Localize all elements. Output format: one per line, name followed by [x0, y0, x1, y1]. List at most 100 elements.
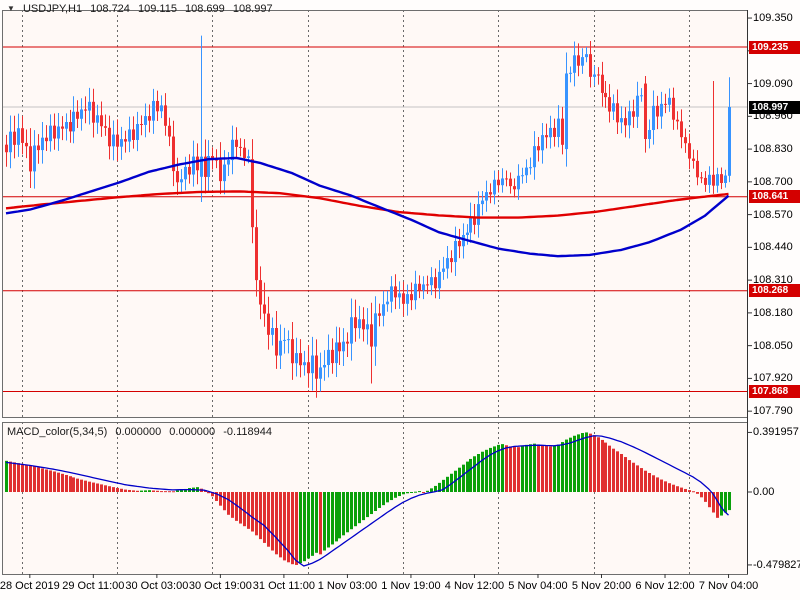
candle-body [438, 271, 441, 289]
macd-bar [418, 491, 421, 493]
candle-body [9, 131, 12, 153]
candle-body [235, 139, 238, 147]
candle-body [263, 304, 266, 314]
candle-body [704, 177, 707, 185]
macd-bar [307, 492, 310, 559]
candle-body [533, 146, 536, 168]
macd-bar [601, 439, 604, 492]
candle-body [156, 100, 159, 112]
macd-bar [263, 492, 266, 543]
candle-body [80, 109, 83, 119]
macd-bar [335, 492, 338, 542]
candle-body [378, 313, 381, 316]
candle-body [65, 122, 68, 129]
macd-bar [501, 444, 504, 492]
macd-bar [319, 492, 322, 555]
candle-body [160, 105, 163, 112]
quote-high: 109.115 [137, 3, 177, 15]
candle-body [636, 95, 639, 117]
candle-body [370, 324, 373, 347]
candle-body [426, 284, 429, 286]
candle-body [485, 192, 488, 201]
candle-body [640, 95, 643, 97]
candle-body [462, 234, 465, 247]
candle-body [672, 97, 675, 120]
macd-bar [386, 492, 389, 503]
candle-body [565, 73, 568, 150]
candle-body [100, 115, 103, 127]
quote-close: 108.997 [232, 3, 273, 15]
macd-bar [549, 446, 552, 492]
candle-body [184, 166, 187, 180]
macd-bar [410, 492, 413, 493]
candle-body [192, 156, 195, 175]
candle-body [442, 268, 445, 272]
collapse-indicator-icon[interactable]: ▼ [7, 4, 15, 13]
candle-body [362, 319, 365, 330]
candle-body [219, 159, 222, 182]
macd-bar [323, 492, 326, 551]
macd-bar [283, 492, 286, 561]
candle-body [660, 103, 663, 117]
candle-body [346, 341, 349, 344]
candle-body [450, 258, 453, 263]
candle-body [29, 146, 32, 172]
candle-body [140, 124, 143, 126]
candle-body [148, 116, 151, 121]
macd-bar [561, 442, 564, 492]
candle-body [116, 134, 119, 147]
candle-body [700, 177, 703, 179]
quote-low: 108.699 [185, 3, 225, 15]
candle-body [414, 283, 417, 301]
candle-body [136, 124, 139, 140]
indicator-value-3: -0.118944 [223, 426, 272, 438]
macd-bar [426, 490, 429, 492]
candle-body [577, 55, 580, 66]
macd-bar [259, 492, 262, 540]
candle-body [720, 174, 723, 183]
macd-bar [207, 492, 210, 494]
candle-body [243, 147, 246, 158]
candle-body [688, 143, 691, 159]
macd-bar [144, 490, 147, 492]
macd-bar [315, 492, 318, 553]
candle-body [366, 324, 369, 330]
candle-body [466, 232, 469, 235]
macd-bar [140, 490, 143, 492]
macd-bar [243, 492, 246, 527]
macd-bar [49, 470, 52, 492]
macd-histogram [5, 432, 731, 565]
candle-body [84, 109, 87, 111]
macd-bar [597, 437, 600, 492]
macd-bar [41, 468, 44, 492]
macd-bar [21, 463, 24, 492]
macd-bar [211, 492, 214, 497]
candle-body [350, 317, 353, 344]
macd-bar [636, 465, 639, 492]
candle-body [251, 159, 254, 228]
macd-bar [231, 492, 234, 518]
candle-body [207, 155, 210, 177]
candle-body [69, 122, 72, 132]
macd-bar [462, 464, 465, 492]
macd-bar [104, 485, 107, 492]
candle-body [684, 137, 687, 144]
macd-bar [53, 471, 56, 492]
candle-body [589, 54, 592, 77]
macd-bar [521, 446, 524, 492]
candle-body [275, 328, 278, 356]
macd-bar [608, 445, 611, 492]
macd-bar [69, 476, 72, 492]
macd-bar [156, 490, 159, 492]
macd-bar [664, 481, 667, 492]
macd-bar [620, 454, 623, 492]
macd-bar [168, 491, 171, 493]
macd-bar [652, 475, 655, 492]
macd-bar [469, 458, 472, 492]
macd-bar [640, 468, 643, 492]
candle-body [501, 178, 504, 186]
candle-body [497, 179, 500, 186]
macd-bar [716, 492, 719, 518]
candle-body [132, 129, 135, 140]
